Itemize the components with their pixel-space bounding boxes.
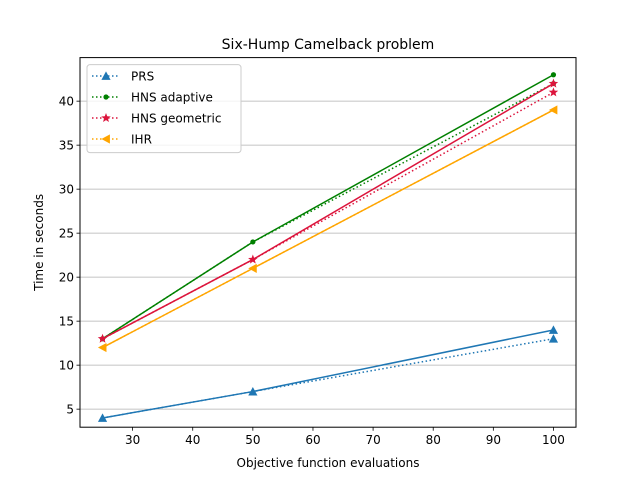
x-tick-label: 80 — [426, 433, 441, 447]
y-tick-label: 10 — [59, 358, 74, 372]
x-tick-label: 70 — [365, 433, 380, 447]
legend-frame — [87, 65, 241, 153]
x-tick-label: 90 — [486, 433, 501, 447]
y-axis-label: Time in seconds — [32, 194, 46, 292]
data-point-hns-adaptive — [551, 72, 556, 77]
x-axis-label: Objective function evaluations — [237, 456, 420, 470]
y-tick-label: 25 — [59, 226, 74, 240]
legend-label-hns-adaptive: HNS adaptive — [131, 90, 213, 104]
legend-label-ihr: IHR — [131, 132, 152, 146]
y-tick-label: 20 — [59, 270, 74, 284]
legend-marker-hns-adaptive — [103, 94, 108, 99]
data-point-ihr — [248, 264, 257, 273]
y-tick-label: 30 — [59, 182, 74, 196]
series-prs — [98, 325, 558, 422]
data-point-ihr — [98, 343, 107, 352]
x-tick-label: 40 — [185, 433, 200, 447]
y-axis-ticks: 5 10 15 20 25 30 35 40 — [59, 94, 80, 416]
data-point-hns-adaptive — [250, 239, 255, 244]
x-tick-label: 30 — [125, 433, 140, 447]
y-tick-label: 40 — [59, 94, 74, 108]
x-tick-label: 60 — [305, 433, 320, 447]
legend-label-prs: PRS — [131, 69, 154, 83]
data-point-prs — [549, 334, 558, 343]
data-point-hns-geometric — [549, 87, 559, 96]
data-point-prs — [549, 325, 558, 334]
y-tick-label: 5 — [66, 402, 74, 416]
data-point-ihr — [549, 105, 558, 114]
series-line-dotted-prs — [103, 339, 554, 418]
legend-label-hns-geometric: HNS geometric — [131, 111, 221, 125]
y-tick-label: 35 — [59, 138, 74, 152]
x-axis-ticks: 30 40 50 60 70 80 90 100 — [125, 427, 565, 447]
x-tick-label: 50 — [245, 433, 260, 447]
series-line-solid-prs — [103, 330, 554, 418]
chart-title: Six-Hump Camelback problem — [222, 37, 435, 53]
y-tick-label: 15 — [59, 314, 74, 328]
legend: PRS HNS adaptive HNS geometric IHR — [87, 65, 241, 153]
data-point-hns-geometric — [248, 255, 258, 264]
x-tick-label: 100 — [542, 433, 565, 447]
data-point-hns-geometric — [98, 334, 108, 343]
